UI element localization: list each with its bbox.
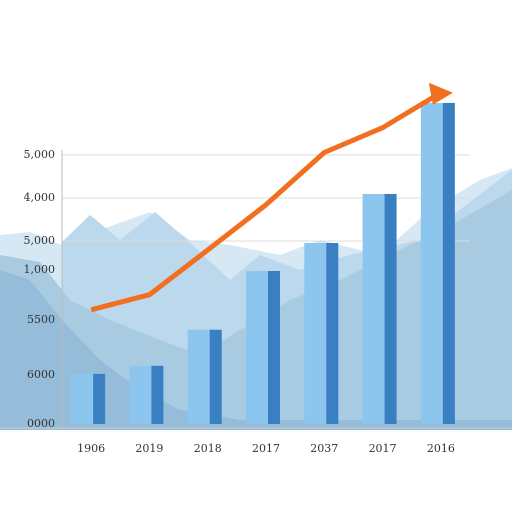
bar: [420, 102, 447, 425]
bar-shade: [384, 193, 397, 424]
y-axis-label: 5,000: [24, 234, 56, 247]
x-tick-label: 2017: [252, 442, 280, 455]
x-tick-label: 2016: [427, 442, 455, 455]
bar: [304, 242, 331, 424]
trend-arrow: [428, 82, 453, 105]
y-axis-label: 1,000: [24, 263, 56, 276]
bar: [187, 329, 214, 424]
bar-shade: [209, 329, 222, 424]
bar-shade: [151, 365, 164, 424]
x-tick-label: 1906: [77, 442, 105, 455]
x-tick-label: 2019: [135, 442, 163, 455]
y-axis-label: 0000: [27, 417, 55, 430]
y-axis-label: 5500: [27, 313, 55, 326]
x-tick-label: 2017: [369, 442, 397, 455]
bar: [362, 193, 389, 424]
grid: [62, 154, 470, 242]
bar: [71, 373, 98, 424]
bar-shade: [93, 373, 106, 424]
bar-shade: [442, 102, 455, 425]
x-tick-label: 2037: [310, 442, 338, 455]
y-axis-label: 4,000: [24, 191, 56, 204]
bar: [246, 271, 272, 424]
y-axis-label: 5,000: [24, 148, 56, 161]
bar: [129, 365, 156, 424]
y-axis-label: 6000: [27, 368, 55, 381]
x-tick-label: 2018: [194, 442, 222, 455]
trend-line: [90, 90, 443, 313]
bar-shade: [268, 271, 280, 424]
bar-shade: [326, 242, 339, 424]
